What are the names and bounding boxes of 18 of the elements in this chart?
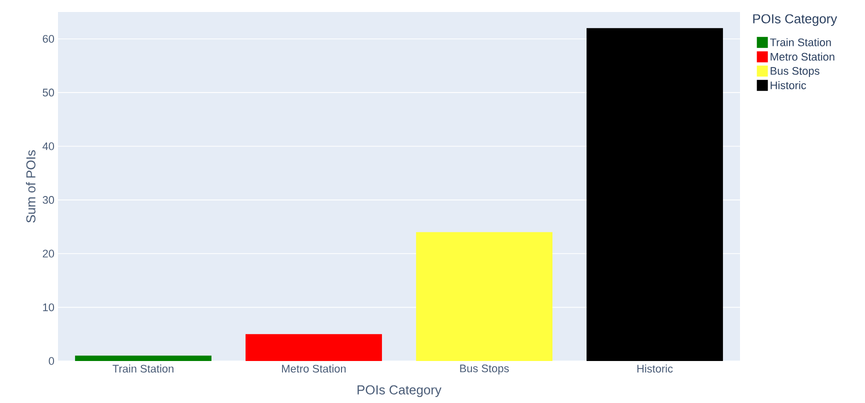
y-tick-label: 40 xyxy=(42,142,54,150)
y-tick-label: 50 xyxy=(42,88,54,96)
x-tick-label: Metro Station xyxy=(282,364,346,373)
x-axis-title: POIs Category xyxy=(358,385,442,398)
legend-label: Bus Stops xyxy=(770,67,820,77)
x-tick-label: Historic xyxy=(637,364,673,373)
y-axis-title: Sum of POIs xyxy=(26,150,36,223)
legend-label: Train Station xyxy=(770,38,831,46)
x-tick-label: Bus Stops xyxy=(460,364,509,374)
legend-title: POIs Category xyxy=(753,14,838,26)
y-tick-label: 10 xyxy=(43,303,54,312)
x-tick-label: Train Station xyxy=(112,364,174,373)
y-tick-label: 0 xyxy=(48,357,54,365)
legend-label: Metro Station xyxy=(770,52,834,61)
y-tick-label: 20 xyxy=(42,250,54,258)
legend-label: Historic xyxy=(770,81,806,90)
y-tick-label: 60 xyxy=(42,34,54,43)
y-tick-label: 30 xyxy=(42,196,54,204)
